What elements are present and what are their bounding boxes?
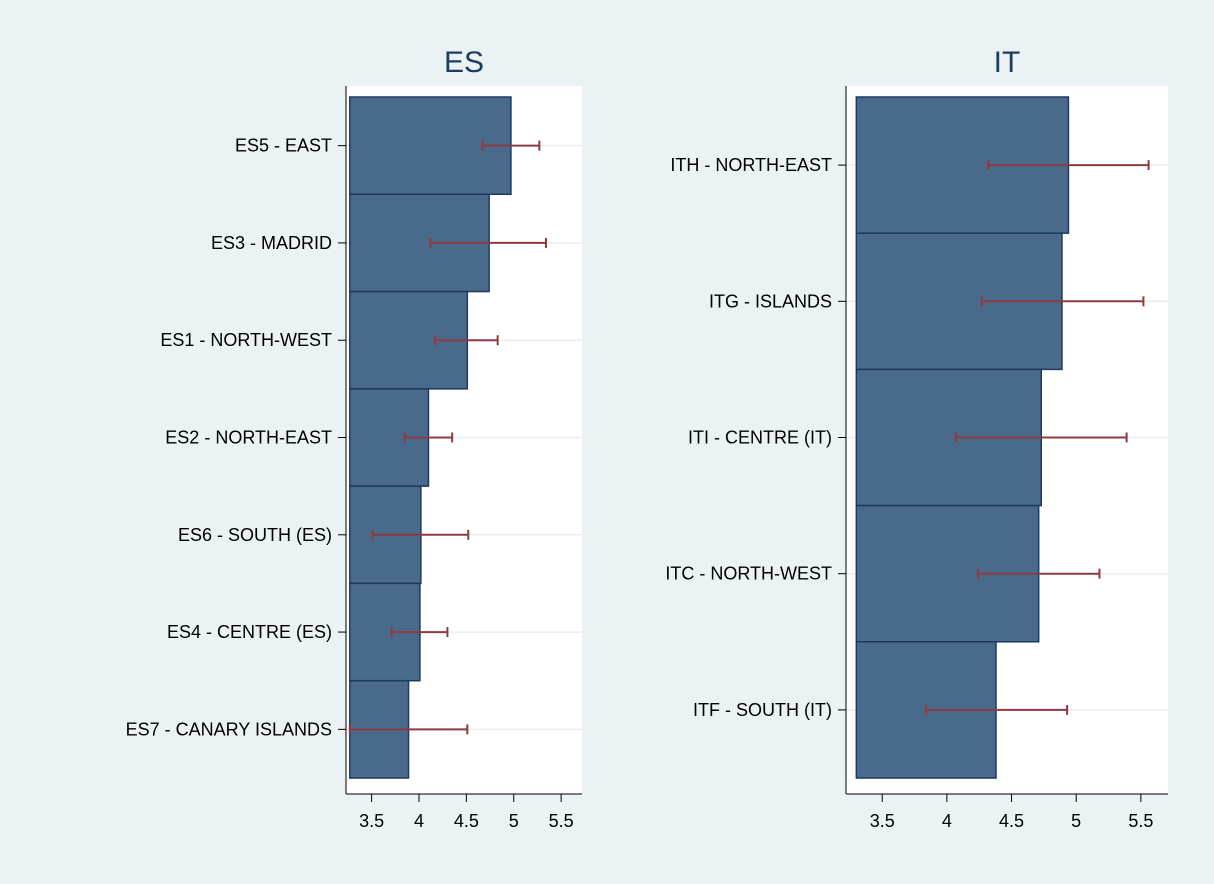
it-category-label: ITF - SOUTH (IT) bbox=[693, 700, 832, 720]
es-error-bar bbox=[403, 432, 454, 443]
it-error-bar bbox=[987, 160, 1150, 171]
es-panel-title: ES bbox=[444, 46, 484, 79]
es-category-label: ES7 - CANARY ISLANDS bbox=[126, 719, 332, 739]
es-x-tick-label: 5 bbox=[509, 811, 519, 831]
es-category-label: ES5 - EAST bbox=[235, 136, 332, 156]
es-category-label: ES1 - NORTH-WEST bbox=[160, 330, 332, 350]
it-x-tick-label: 5.5 bbox=[1128, 811, 1153, 831]
es-error-bar bbox=[481, 140, 541, 151]
es-error-bar bbox=[390, 627, 449, 638]
it-x-tick-label: 3.5 bbox=[870, 811, 895, 831]
es-category-label: ES2 - NORTH-EAST bbox=[165, 428, 332, 448]
es-category-label: ES4 - CENTRE (ES) bbox=[167, 622, 332, 642]
es-x-tick-label: 5.5 bbox=[549, 811, 574, 831]
it-error-bar bbox=[954, 432, 1128, 443]
it-panel-title: IT bbox=[994, 46, 1021, 79]
es-error-bar bbox=[429, 237, 547, 248]
es-category-label: ES3 - MADRID bbox=[211, 233, 332, 253]
it-error-bar bbox=[925, 704, 1069, 715]
es-bar bbox=[349, 582, 421, 682]
it-error-bar bbox=[980, 296, 1145, 307]
it-category-label: ITI - CENTRE (IT) bbox=[688, 428, 832, 448]
es-error-bar bbox=[348, 724, 469, 735]
it-x-tick-label: 4 bbox=[942, 811, 952, 831]
es-x-tick-label: 4.5 bbox=[454, 811, 479, 831]
it-category-label: ITH - NORTH-EAST bbox=[670, 155, 832, 175]
es-x-tick-label: 4 bbox=[414, 811, 424, 831]
es-category-label: ES6 - SOUTH (ES) bbox=[178, 525, 332, 545]
it-error-bar bbox=[976, 568, 1101, 579]
it-category-label: ITG - ISLANDS bbox=[709, 291, 832, 311]
it-x-tick-label: 5 bbox=[1071, 811, 1081, 831]
es-error-bar bbox=[434, 335, 499, 346]
panel-it: ITH - NORTH-EAST ITG - ISLANDS ITI - CENTR… bbox=[665, 46, 1168, 831]
es-error-bar bbox=[371, 529, 470, 540]
it-category-label: ITC - NORTH-WEST bbox=[665, 564, 832, 584]
panel-es: ES5 - EAST ES3 - MADRID ES1 - NORTH-WEST ES… bbox=[126, 46, 582, 831]
es-x-tick-label: 3.5 bbox=[359, 811, 384, 831]
it-x-tick-label: 4.5 bbox=[999, 811, 1024, 831]
